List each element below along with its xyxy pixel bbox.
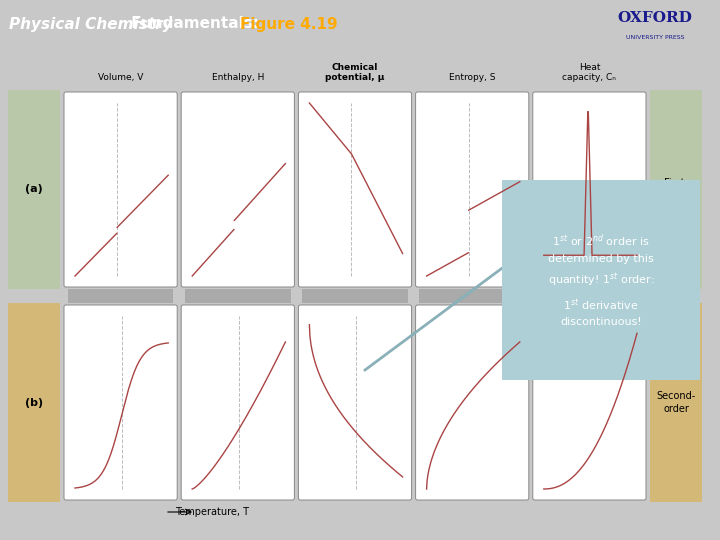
FancyBboxPatch shape xyxy=(298,92,412,287)
FancyBboxPatch shape xyxy=(533,92,646,287)
Text: 1$^{st}$ or 2$^{nd}$ order is
determined by this
quantity! 1$^{st}$ order:
1$^{s: 1$^{st}$ or 2$^{nd}$ order is determined… xyxy=(548,233,654,327)
Text: OXFORD: OXFORD xyxy=(618,11,693,25)
Text: Chemical
potential, μ: Chemical potential, μ xyxy=(325,63,384,82)
Bar xyxy=(8,303,60,502)
Bar xyxy=(185,289,291,303)
FancyBboxPatch shape xyxy=(64,92,177,287)
Text: (a): (a) xyxy=(25,185,43,194)
Bar xyxy=(302,289,408,303)
Bar xyxy=(8,90,60,289)
FancyBboxPatch shape xyxy=(415,305,528,500)
Text: Heat
capacity, Cₙ: Heat capacity, Cₙ xyxy=(562,63,616,82)
FancyBboxPatch shape xyxy=(181,305,294,500)
Text: UNIVERSITY PRESS: UNIVERSITY PRESS xyxy=(626,35,685,40)
FancyBboxPatch shape xyxy=(64,305,177,500)
Bar xyxy=(536,289,642,303)
Bar xyxy=(650,303,702,502)
Bar xyxy=(502,180,700,380)
Bar xyxy=(420,289,525,303)
FancyBboxPatch shape xyxy=(298,305,412,500)
Bar xyxy=(68,289,174,303)
Text: Figure 4.19: Figure 4.19 xyxy=(240,17,338,31)
Text: Entropy, S: Entropy, S xyxy=(449,73,495,82)
Text: Fundamentals:: Fundamentals: xyxy=(126,17,264,31)
Text: Volume, V: Volume, V xyxy=(98,73,143,82)
Text: (b): (b) xyxy=(25,397,43,408)
Text: Physical Chemistry: Physical Chemistry xyxy=(9,17,172,31)
FancyBboxPatch shape xyxy=(415,92,528,287)
Text: Second-
order: Second- order xyxy=(657,392,696,414)
Text: Enthalpy, H: Enthalpy, H xyxy=(212,73,264,82)
Text: Temperature, T: Temperature, T xyxy=(175,507,249,517)
Text: First-
order: First- order xyxy=(663,178,689,201)
FancyBboxPatch shape xyxy=(181,92,294,287)
FancyBboxPatch shape xyxy=(533,305,646,500)
Bar xyxy=(650,90,702,289)
